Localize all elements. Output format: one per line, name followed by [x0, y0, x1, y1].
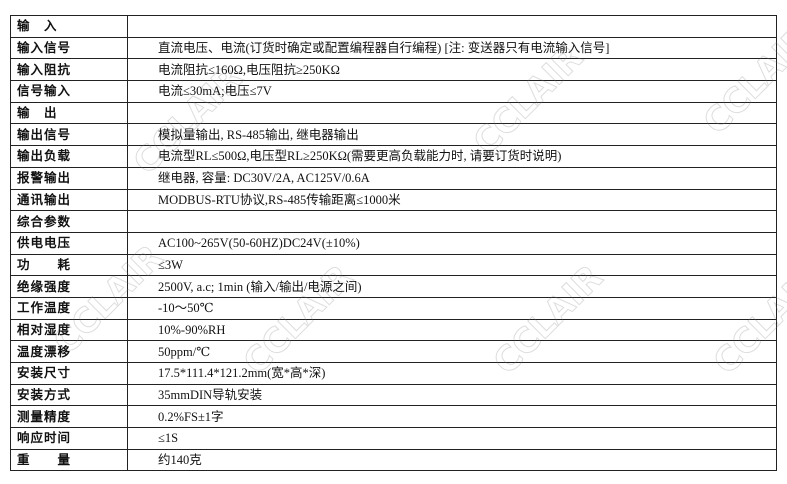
table-row: 温度漂移 50ppm/℃: [10, 340, 777, 363]
row-label: 功 耗: [10, 253, 128, 277]
row-value: -10～50℃: [127, 296, 777, 320]
table-row: 信号输入 电流≤30mA;电压≤7V: [10, 80, 777, 103]
table-row: 安装方式 35mmDIN导轨安装: [10, 383, 777, 407]
row-label: 测量精度: [10, 405, 128, 429]
spec-table: 输 入输入信号 直流电压、电流(订货时确定或配置编程器自行编程) [注: 变送器只…: [10, 15, 777, 472]
table-row: 输入信号 直流电压、电流(订货时确定或配置编程器自行编程) [注: 变送器只有电流…: [10, 36, 777, 60]
table-row: 绝缘强度 2500V, a.c; 1min (输入/输出/电源之间): [10, 275, 777, 298]
table-row: 输入阻抗 电流阻抗≤160Ω,电压阻抗≥250KΩ: [10, 58, 777, 82]
row-label: 工作温度: [10, 296, 128, 320]
row-label: 响应时间: [10, 427, 128, 450]
row-value: 35mmDIN导轨安装: [127, 383, 777, 407]
row-label: 重 量: [10, 448, 128, 472]
row-value: MODBUS-RTU协议,RS-485传输距离≤1000米: [127, 188, 777, 212]
empty-cell: [127, 101, 777, 125]
row-value: ≤1S: [127, 427, 777, 450]
row-label: 输 出: [10, 101, 128, 125]
table-row: 工作温度 -10～50℃: [10, 296, 777, 320]
table-row: 报警输出 继电器, 容量: DC30V/2A, AC125V/0.6A: [10, 166, 777, 190]
row-label: 输入阻抗: [10, 58, 128, 82]
row-value: 2500V, a.c; 1min (输入/输出/电源之间): [127, 275, 777, 298]
row-value: 直流电压、电流(订货时确定或配置编程器自行编程) [注: 变送器只有电流输入信号…: [127, 36, 777, 60]
empty-cell: [127, 15, 777, 38]
row-label: 输出信号: [10, 123, 128, 147]
row-label: 安装方式: [10, 383, 128, 407]
row-label: 相对湿度: [10, 318, 128, 342]
table-row: 输出负载 电流型RL≤500Ω,电压型RL≥250KΩ(需要更高负载能力时, 请要…: [10, 145, 777, 168]
row-value: 电流型RL≤500Ω,电压型RL≥250KΩ(需要更高负载能力时, 请要订货时说…: [127, 145, 777, 168]
row-value: 50ppm/℃: [127, 340, 777, 363]
table-row: 功 耗 ≤3W: [10, 253, 777, 277]
table-row: 重 量约140克: [10, 448, 777, 472]
row-value: AC100~265V(50-60HZ)DC24V(±10%): [127, 231, 777, 255]
table-row: 相对湿度 10%-90%RH: [10, 318, 777, 342]
table-row: 供电电压 AC100~265V(50-60HZ)DC24V(±10%): [10, 231, 777, 255]
table-row: 通讯输出 MODBUS-RTU协议,RS-485传输距离≤1000米: [10, 188, 777, 212]
row-label: 输入信号: [10, 36, 128, 60]
row-label: 报警输出: [10, 166, 128, 190]
empty-cell: [127, 210, 777, 233]
row-label: 信号输入: [10, 80, 128, 103]
row-label: 通讯输出: [10, 188, 128, 212]
row-value: 0.2%FS±1字: [127, 405, 777, 429]
row-value: 模拟量输出, RS-485输出, 继电器输出: [127, 123, 777, 147]
row-label: 综合参数: [10, 210, 128, 233]
row-label: 输出负载: [10, 145, 128, 168]
table-row: 响应时间 ≤1S: [10, 427, 777, 450]
table-row: 输 入: [10, 15, 777, 38]
row-label: 输 入: [10, 15, 128, 38]
row-label: 绝缘强度: [10, 275, 128, 298]
row-value: 电流阻抗≤160Ω,电压阻抗≥250KΩ: [127, 58, 777, 82]
row-label: 安装尺寸: [10, 362, 128, 385]
table-row: 输出信号 模拟量输出, RS-485输出, 继电器输出: [10, 123, 777, 147]
table-row: 综合参数: [10, 210, 777, 233]
table-row: 测量精度 0.2%FS±1字: [10, 405, 777, 429]
row-value: 10%-90%RH: [127, 318, 777, 342]
row-label: 供电电压: [10, 231, 128, 255]
row-value: 电流≤30mA;电压≤7V: [127, 80, 777, 103]
row-value: 17.5*111.4*121.2mm(宽*高*深): [127, 362, 777, 385]
row-value: 继电器, 容量: DC30V/2A, AC125V/0.6A: [127, 166, 777, 190]
table-row: 安装尺寸 17.5*111.4*121.2mm(宽*高*深): [10, 362, 777, 385]
row-label: 温度漂移: [10, 340, 128, 363]
row-value: 约140克: [127, 448, 777, 472]
table-row: 输 出: [10, 101, 777, 125]
row-value: ≤3W: [127, 253, 777, 277]
